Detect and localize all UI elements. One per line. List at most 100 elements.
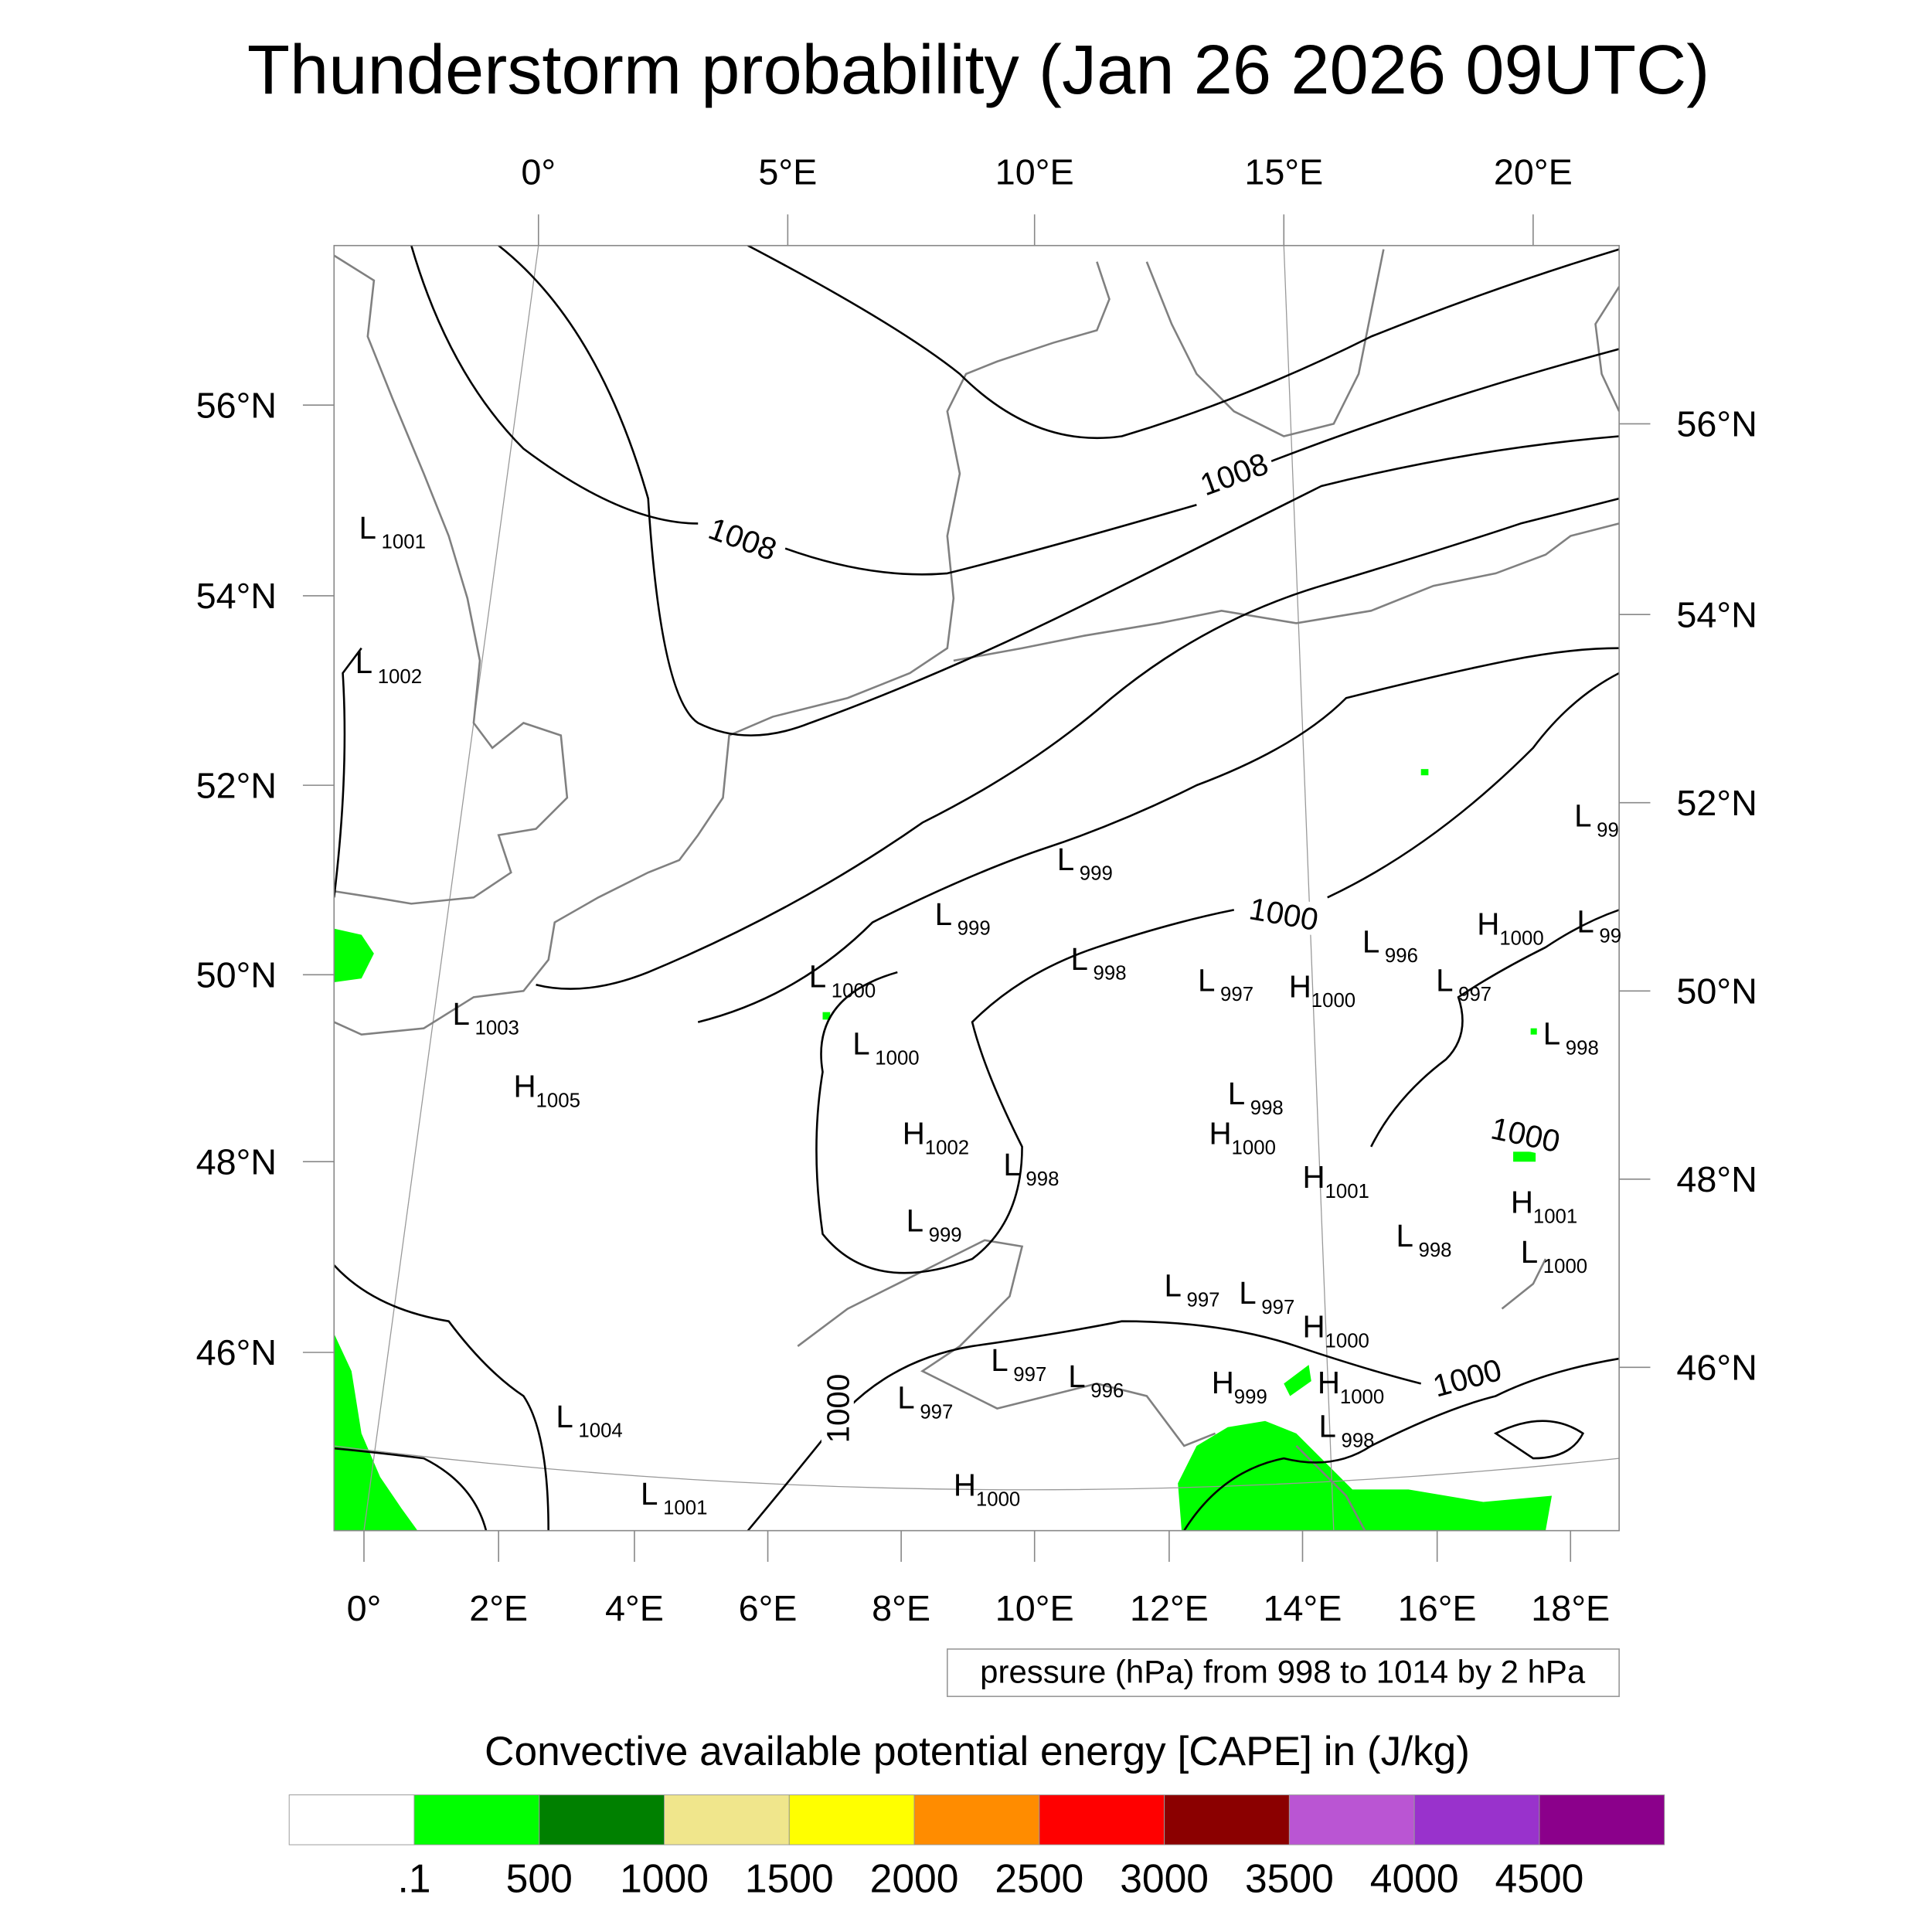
coastline: [953, 522, 1620, 662]
isobar: [747, 245, 1620, 440]
colorbar-swatch: [1413, 1794, 1540, 1845]
isobar: [334, 1264, 549, 1531]
low-pressure-center: L 99: [1577, 903, 1621, 947]
high-pressure-center: H 1002: [903, 1116, 969, 1159]
center-pressure-value: 1001: [663, 1498, 707, 1519]
low-pressure-center: L 1000: [809, 958, 876, 1002]
low-pressure-center: L 999: [1057, 842, 1113, 885]
right-lat-tick-label: 54°N: [1676, 594, 1757, 634]
center-pressure-value: 99: [1599, 925, 1621, 947]
left-lat-tick-label: 54°N: [196, 576, 277, 616]
center-letter: L: [641, 1476, 658, 1512]
center-letter: L: [355, 645, 372, 680]
center-letter: H: [1302, 1159, 1325, 1195]
contour-info-box: [946, 1648, 1620, 1697]
center-letter: L: [556, 1399, 573, 1434]
colorbar-tick-label: 2000: [870, 1855, 959, 1900]
top-lon-tick-label: 10°E: [995, 152, 1074, 192]
left-lat-tick-label: 50°N: [196, 954, 277, 995]
center-pressure-value: 999: [1080, 863, 1113, 885]
center-letter: L: [935, 896, 952, 932]
center-pressure-value: 997: [1261, 1297, 1294, 1318]
low-pressure-center: L 997: [1198, 962, 1253, 1005]
colorbar-tick-label: 1500: [745, 1855, 834, 1900]
low-pressure-center: L 998: [1396, 1218, 1451, 1261]
low-pressure-center: L 998: [1070, 941, 1126, 985]
center-pressure-value: 1004: [578, 1420, 622, 1442]
colorbar-tick-label: 4000: [1370, 1855, 1459, 1900]
axis-ticks: 0° 5°E 10°E 15°E 20°E 0° 2°E 4°E 6°E 8°E 10°E 12°E 1…: [196, 152, 1757, 1628]
center-pressure-value: 1000: [976, 1488, 1020, 1510]
center-pressure-value: 999: [957, 918, 991, 940]
center-letter: L: [1068, 1359, 1085, 1394]
center-pressure-value: 1000: [1232, 1138, 1276, 1159]
colorbar-swatch: [1164, 1794, 1290, 1845]
bottom-lon-tick-label: 0°: [347, 1588, 382, 1628]
left-lat-tick-label: 52°N: [196, 765, 277, 805]
center-pressure-value: 1000: [875, 1047, 919, 1069]
center-pressure-value: 999: [929, 1224, 962, 1246]
center-letter: L: [906, 1203, 923, 1239]
center-pressure-value: 99: [1597, 819, 1619, 841]
center-letter: L: [1543, 1016, 1560, 1052]
isobar: [334, 497, 1620, 990]
center-letter: L: [1362, 923, 1379, 959]
high-pressure-center: H 1000: [1318, 1365, 1384, 1408]
coastline: [1594, 286, 1620, 412]
colorbar-swatch: [288, 1794, 415, 1845]
low-pressure-center: L 997: [897, 1380, 953, 1423]
center-pressure-value: 1000: [1543, 1256, 1587, 1277]
center-pressure-value: 998: [1418, 1240, 1451, 1261]
right-lat-tick-label: 46°N: [1676, 1347, 1757, 1387]
center-pressure-value: 1003: [475, 1018, 519, 1039]
top-lon-tick-label: 15°E: [1244, 152, 1323, 192]
colorbar-swatch: [788, 1794, 915, 1845]
center-pressure-value: 998: [1026, 1168, 1059, 1190]
isobar: [1183, 1357, 1620, 1531]
top-lon-tick-label: 0°: [521, 152, 556, 192]
center-pressure-value: 1000: [1311, 990, 1355, 1012]
center-letter: L: [1003, 1147, 1020, 1182]
parallel-line: [334, 1445, 1620, 1491]
center-letter: H: [514, 1068, 536, 1104]
colorbar-swatch: [1288, 1794, 1415, 1845]
colorbar-swatch: [1539, 1794, 1665, 1845]
cape-fill-area: [1530, 1028, 1537, 1035]
center-pressure-value: 1001: [1533, 1206, 1577, 1227]
center-letter: L: [1239, 1275, 1256, 1311]
center-pressure-value: 1001: [1325, 1181, 1369, 1202]
high-pressure-center: H 1000: [1289, 968, 1355, 1012]
cape-fill-area: [334, 1333, 418, 1531]
colorbar-swatch: [664, 1794, 790, 1845]
center-letter: L: [897, 1380, 914, 1416]
low-pressure-center: L 996: [1362, 923, 1418, 967]
contour-value-label: 1000: [1488, 1110, 1563, 1159]
center-pressure-value: 1000: [832, 980, 876, 1002]
low-pressure-center: L 998: [1003, 1147, 1059, 1190]
isobar: [334, 1447, 488, 1531]
low-pressure-center: L 1000: [1521, 1234, 1587, 1277]
contour-value-label: 1000: [1247, 890, 1321, 937]
colorbar-swatch: [539, 1794, 665, 1845]
center-pressure-value: 996: [1385, 945, 1418, 967]
center-letter: L: [1228, 1076, 1245, 1111]
center-pressure-value: 1002: [378, 666, 422, 688]
center-letter: H: [1511, 1184, 1533, 1219]
center-pressure-value: 997: [1013, 1364, 1046, 1386]
colorbar-tick-label: 3500: [1245, 1855, 1334, 1900]
center-pressure-value: 998: [1566, 1038, 1599, 1060]
center-letter: L: [1574, 798, 1591, 833]
center-pressure-value: 997: [920, 1401, 953, 1423]
coastline: [1145, 249, 1385, 437]
bottom-lon-tick-label: 2°E: [469, 1588, 528, 1628]
left-lat-tick-label: 48°N: [196, 1141, 277, 1182]
coastline: [1295, 1445, 1366, 1531]
bottom-lon-tick-label: 6°E: [739, 1588, 798, 1628]
low-pressure-center: L 1001: [641, 1476, 707, 1519]
contour-label-bg: [1429, 1352, 1505, 1403]
right-lat-tick-label: 52°N: [1676, 783, 1757, 823]
isobar: [815, 909, 1235, 1274]
isobar: [1327, 672, 1620, 899]
bottom-lon-tick-label: 4°E: [605, 1588, 664, 1628]
